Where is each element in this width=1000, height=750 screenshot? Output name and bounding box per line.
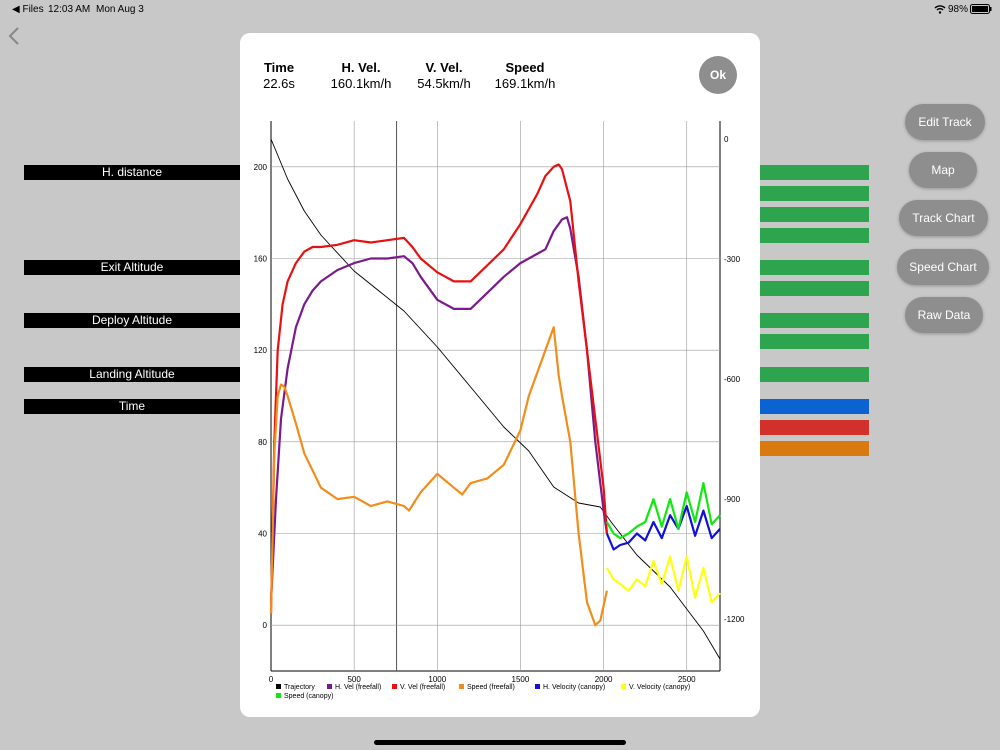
stat-label-exit-altitude: Exit Altitude [24,260,240,275]
stat-bar [760,228,869,243]
y-right-tick-label: -900 [724,495,741,504]
stat-bar [760,334,869,349]
metric-value: 22.6s [263,76,295,91]
back-chevron-icon[interactable] [8,26,20,52]
stat-bar [760,260,869,275]
legend-swatch [392,684,397,689]
x-tick-label: 1000 [428,675,446,684]
y-left-tick-label: 80 [258,438,267,447]
raw-data-button[interactable]: Raw Data [905,297,983,333]
stat-label-time: Time [24,399,240,414]
status-date: Mon Aug 3 [96,4,144,15]
stat-label-deploy-altitude: Deploy Altitude [24,313,240,328]
y-right-tick-label: -1200 [724,615,745,624]
metric-value: 160.1km/h [330,76,392,91]
ok-button[interactable]: Ok [699,56,737,94]
stat-bar [760,165,869,180]
metric-v-vel-: V. Vel. 54.5km/h [409,60,479,91]
speed-chart-button[interactable]: Speed Chart [897,249,989,285]
x-tick-label: 2500 [678,675,696,684]
home-indicator [374,740,626,745]
wifi-icon [934,4,946,17]
y-left-tick-label: 120 [254,346,268,355]
metric-speed: Speed 169.1km/h [490,60,560,91]
series-line-v-velocity-canopy- [605,555,721,604]
track-chart-button[interactable]: Track Chart [899,200,988,236]
legend-swatch [621,684,626,689]
x-tick-label: 500 [347,675,361,684]
legend-swatch [535,684,540,689]
stat-bar [760,313,869,328]
series-line-h-vel-freefall- [269,216,608,603]
series-line-h-velocity-canopy- [605,504,721,551]
metric-label: H. Vel. [341,60,381,75]
legend-entry: Speed (canopy) [284,693,333,700]
legend-entry: H. Vel (freefall) [335,684,381,691]
metric-value: 169.1km/h [494,76,556,91]
battery-icon [970,4,992,17]
y-left-tick-label: 0 [263,621,268,630]
edit-track-button[interactable]: Edit Track [905,104,985,140]
legend-swatch [459,684,464,689]
legend-swatch [276,684,281,689]
y-left-tick-label: 160 [254,255,268,264]
speed-chart: 0 500 1000 1500 2000 2500040801201602000-300-… [254,121,745,700]
stat-bar [760,399,869,414]
legend-entry: Trajectory [284,684,315,691]
speed-chart-modal: Time 22.6s H. Vel. 160.1km/h V. Vel. 54.5km/h… [240,33,760,717]
y-left-tick-label: 200 [254,163,268,172]
x-tick-label: 0 [269,675,274,684]
x-tick-label: 2000 [595,675,613,684]
stat-bar [760,367,869,382]
status-bar: ◀ Files 12:03 AM Mon Aug 3 98% [0,0,1000,18]
y-left-tick-label: 40 [258,530,267,539]
legend-swatch [327,684,332,689]
legend-entry: H. Velocity (canopy) [543,684,605,691]
stat-bar [760,207,869,222]
stat-label-h-distance: H. distance [24,165,240,180]
stat-label-landing-altitude: Landing Altitude [24,367,240,382]
map-button[interactable]: Map [909,152,977,188]
series-line-v-vel-freefall- [269,326,608,627]
metric-label: Speed [505,60,545,75]
y-right-tick-label: -600 [724,375,741,384]
legend-entry: V. Vel (freefall) [400,684,445,691]
metric-label: V. Vel. [425,60,463,75]
series-line-speed-canopy- [605,482,721,540]
stat-bar [760,420,869,435]
series-line-trajectory [270,138,721,660]
y-right-tick-label: 0 [724,135,729,144]
metric-h-vel-: H. Vel. 160.1km/h [326,60,396,91]
back-to-app[interactable]: ◀ Files [12,4,44,15]
metric-time: Time 22.6s [244,60,314,91]
status-time: 12:03 AM [48,4,91,15]
battery-percent: 98% [948,4,969,15]
legend-entry: Speed (freefall) [467,684,515,691]
x-tick-label: 1500 [512,675,530,684]
y-right-tick-label: -300 [724,255,741,264]
legend-entry: V. Velocity (canopy) [629,684,690,691]
legend-swatch [276,693,281,698]
series-line-speed-freefall- [269,163,608,614]
stat-bar [760,441,869,456]
metric-value: 54.5km/h [417,76,471,91]
stat-bar [760,186,869,201]
metric-label: Time [263,60,295,75]
stat-bar [760,281,869,296]
